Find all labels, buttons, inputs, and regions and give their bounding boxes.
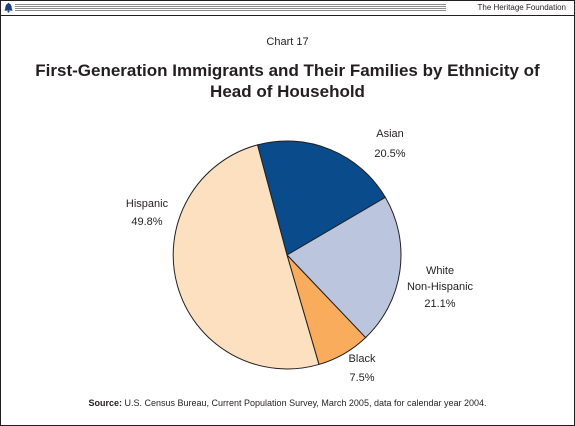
value-asian: 20.5% — [374, 148, 405, 160]
pie-slices — [172, 140, 402, 370]
chart-title-line-2: Head of Household — [210, 82, 365, 101]
label-hispanic: Hispanic — [126, 198, 169, 210]
pie-slice-asian — [256, 140, 387, 256]
banner-stripes — [15, 4, 446, 11]
pie-slice-white-non-hispanic — [286, 196, 402, 339]
value-black: 7.5% — [349, 372, 374, 384]
label-asian: Asian — [376, 128, 404, 140]
liberty-bell-icon — [4, 2, 13, 13]
chart-title-line-1: First-Generation Immigrants and Their Fa… — [35, 61, 540, 80]
value-white: 21.1% — [424, 298, 455, 310]
chart-title: First-Generation Immigrants and Their Fa… — [20, 60, 555, 102]
value-hispanic: 49.8% — [131, 216, 162, 228]
source-note: Source: U.S. Census Bureau, Current Popu… — [0, 398, 575, 408]
source-text: U.S. Census Bureau, Current Population S… — [124, 398, 487, 408]
publisher-name: The Heritage Foundation — [477, 3, 567, 12]
pie-slice-hispanic — [172, 144, 320, 370]
label-white-line-1: White — [426, 265, 454, 277]
label-black: Black — [349, 353, 376, 365]
top-banner: The Heritage Foundation — [1, 1, 574, 16]
source-label: Source: — [88, 398, 122, 408]
chart-number: Chart 17 — [266, 36, 309, 48]
label-white-line-2: Non-Hispanic — [407, 281, 474, 293]
